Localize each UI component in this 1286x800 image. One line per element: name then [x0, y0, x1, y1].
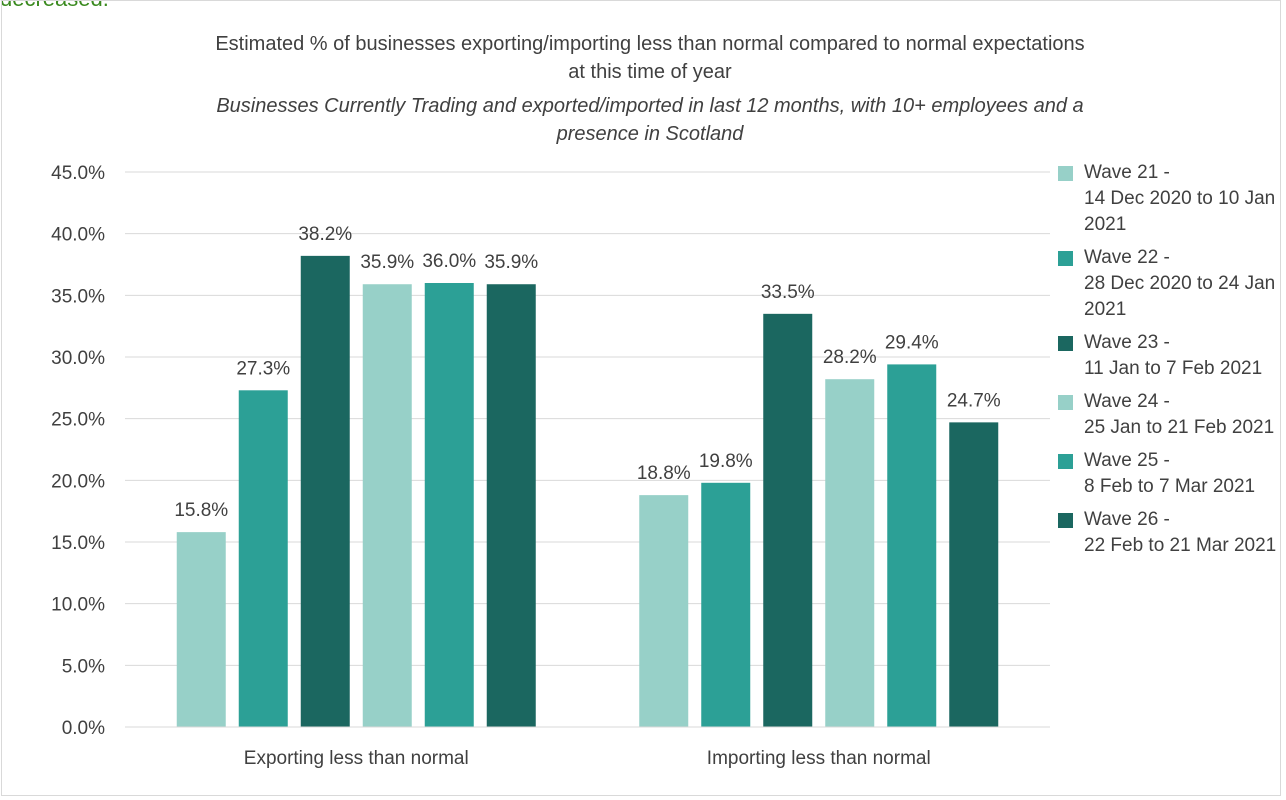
legend-item: Wave 24 - 25 Jan to 21 Feb 2021	[1058, 389, 1278, 441]
legend-item: Wave 21 - 14 Dec 2020 to 10 Jan 2021	[1058, 160, 1278, 238]
bar	[363, 284, 412, 727]
legend-label-dates: 11 Jan to 7 Feb 2021	[1084, 356, 1278, 382]
legend-label-line-1: Wave 25 -	[1084, 450, 1170, 471]
data-label: 36.0%	[422, 251, 476, 272]
legend-label-line-1: Wave 23 -	[1084, 332, 1170, 353]
data-label: 35.9%	[360, 252, 414, 273]
legend-swatch	[1058, 395, 1073, 410]
bar	[701, 483, 750, 727]
legend-label-dates: 25 Jan to 21 Feb 2021	[1084, 415, 1278, 441]
bar	[639, 495, 688, 727]
bar	[825, 379, 874, 727]
legend-label-line-1: Wave 26 -	[1084, 509, 1170, 530]
data-label: 18.8%	[637, 463, 691, 484]
legend-label-dates: 28 Dec 2020 to 24 Jan 2021	[1084, 271, 1278, 323]
data-label: 38.2%	[298, 224, 352, 245]
y-tick-label: 45.0%	[51, 163, 105, 184]
legend-swatch	[1058, 251, 1073, 266]
legend-label-dates: 14 Dec 2020 to 10 Jan 2021	[1084, 186, 1278, 238]
bar	[763, 314, 812, 727]
y-tick-label: 5.0%	[62, 656, 105, 677]
bar	[239, 390, 288, 727]
data-label: 33.5%	[761, 282, 815, 303]
legend-label-dates: 22 Feb to 21 Mar 2021	[1084, 533, 1278, 559]
bar	[301, 256, 350, 727]
legend-item: Wave 25 - 8 Feb to 7 Mar 2021	[1058, 448, 1278, 500]
legend-item: Wave 22 - 28 Dec 2020 to 24 Jan 2021	[1058, 245, 1278, 323]
x-category-label: Exporting less than normal	[244, 748, 469, 769]
bar	[887, 364, 936, 727]
bar	[425, 283, 474, 727]
bar	[949, 422, 998, 727]
y-tick-label: 15.0%	[51, 533, 105, 554]
data-label: 29.4%	[885, 332, 939, 353]
data-label: 15.8%	[174, 500, 228, 521]
legend-item: Wave 26 - 22 Feb to 21 Mar 2021	[1058, 507, 1278, 559]
data-label: 35.9%	[484, 252, 538, 273]
legend-label-line-1: Wave 22 -	[1084, 247, 1170, 268]
legend-label-line-1: Wave 21 -	[1084, 162, 1170, 183]
data-label: 28.2%	[823, 347, 877, 368]
legend-label-dates: 8 Feb to 7 Mar 2021	[1084, 474, 1278, 500]
data-label: 24.7%	[947, 390, 1001, 411]
y-tick-label: 25.0%	[51, 410, 105, 431]
legend-item: Wave 23 - 11 Jan to 7 Feb 2021	[1058, 330, 1278, 382]
legend-swatch	[1058, 454, 1073, 469]
bar	[177, 532, 226, 727]
y-tick-label: 10.0%	[51, 595, 105, 616]
legend-swatch	[1058, 166, 1073, 181]
legend-label-line-1: Wave 24 -	[1084, 391, 1170, 412]
chart-legend: Wave 21 -14 Dec 2020 to 10 Jan 2021 Wave …	[1058, 160, 1278, 566]
data-label: 27.3%	[236, 358, 290, 379]
x-category-label: Importing less than normal	[707, 748, 931, 769]
data-label: 19.8%	[699, 451, 753, 472]
legend-swatch	[1058, 336, 1073, 351]
y-tick-label: 30.0%	[51, 348, 105, 369]
y-tick-label: 20.0%	[51, 471, 105, 492]
legend-swatch	[1058, 513, 1073, 528]
y-tick-label: 35.0%	[51, 286, 105, 307]
y-tick-label: 40.0%	[51, 225, 105, 246]
y-tick-label: 0.0%	[62, 718, 105, 739]
bar	[487, 284, 536, 727]
